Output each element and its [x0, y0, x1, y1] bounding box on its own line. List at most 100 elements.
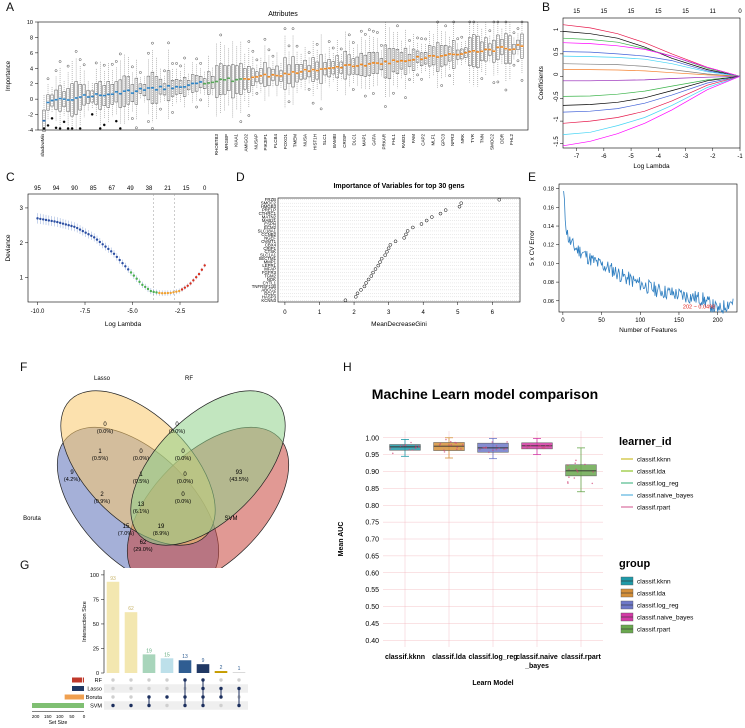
legend-item-label: classif.naive_bayes	[637, 493, 694, 500]
deviance-point	[84, 231, 87, 234]
gene-label: NOK	[267, 277, 276, 282]
chart-title: Importance of Variables for top 30 gens	[333, 183, 464, 190]
y-axis-label: Deviance	[5, 234, 12, 261]
y-tick-label: 1.00	[365, 435, 379, 442]
deviance-point	[75, 226, 79, 230]
venn-region-count: 0	[139, 449, 143, 455]
panel-label-c: C	[6, 170, 15, 184]
y-tick-label: 100	[90, 573, 99, 579]
y-tick-label: 0.65	[365, 553, 379, 560]
y-tick-label: 0.95	[365, 452, 379, 459]
top-axis-label: 85	[90, 186, 97, 192]
panel-label-g: G	[20, 558, 30, 572]
y-tick-label: 1	[20, 276, 24, 282]
jitter-point	[443, 449, 445, 452]
y-tick-label: 0.90	[365, 469, 379, 476]
venn-region-percent: (0.0%)	[175, 499, 191, 505]
cv-error-line	[563, 191, 734, 314]
coefficient-path-12	[562, 75, 741, 124]
legend-item-label: classif.rpart	[637, 627, 670, 634]
panel-g-upset: 0 25 50 75 100 Intersection Size 93 62 19 15 13 9 2 1…	[20, 560, 325, 728]
intersection-bar	[142, 654, 156, 673]
intersection-bar	[196, 664, 210, 673]
panel-h-model-comparison: Machine Learn model comparison 0.40 0.45 0.…	[335, 375, 745, 725]
jitter-point	[567, 464, 569, 466]
outlier-point	[247, 40, 251, 43]
deviance-point	[87, 233, 90, 236]
outlier-point	[504, 20, 508, 24]
importance-point	[373, 267, 378, 271]
gene-label: MMP1	[264, 260, 277, 265]
outlier-point	[468, 20, 472, 24]
jitter-point	[448, 444, 450, 446]
jitter-point	[455, 442, 458, 444]
intersection-bar	[214, 671, 228, 673]
x-tick-label: GPC3	[440, 134, 445, 147]
outlier-point	[131, 117, 134, 120]
x-axis-label: Learn Model	[472, 680, 513, 687]
outlier-point	[46, 77, 50, 81]
outlier-point	[90, 113, 94, 116]
x-tick-label: -7	[574, 154, 580, 160]
jitter-point	[443, 451, 446, 453]
matrix-dot	[111, 703, 115, 708]
intersection-bar	[232, 672, 246, 673]
y-tick-label: 0.06	[543, 299, 554, 305]
importance-point	[388, 243, 393, 247]
outlier-point	[295, 44, 299, 48]
deviance-point	[197, 272, 201, 276]
set-size-bar	[81, 686, 84, 691]
deviance-point	[98, 240, 102, 244]
y-tick-label: -2	[28, 113, 33, 119]
outlier-point	[171, 62, 174, 65]
legend-title-group: group	[619, 558, 650, 570]
outlier-point	[62, 120, 66, 124]
deviance-point	[138, 280, 141, 284]
plot-frame	[558, 183, 738, 313]
intersection-bar	[124, 612, 138, 673]
y-tick-label: 6	[30, 51, 33, 57]
set-name: Boruta	[86, 695, 103, 701]
venn-region-percent: (0.0%)	[97, 429, 113, 435]
outlier-point	[119, 127, 122, 130]
outlier-point	[368, 28, 371, 32]
venn-region-count: 0	[183, 472, 187, 478]
gene-label: PRELP	[262, 208, 276, 213]
outlier-point	[147, 51, 150, 55]
importance-point	[376, 263, 381, 268]
jitter-point	[568, 468, 570, 471]
outlier-point	[58, 60, 62, 63]
outlier-point	[307, 51, 311, 54]
x-tick-label: -4	[656, 154, 662, 160]
x-tick-label: _bayes	[524, 663, 549, 670]
gene-label: TNFRSF11B	[252, 284, 276, 289]
importance-point	[430, 215, 434, 219]
gene-label: MATN2	[262, 215, 277, 220]
jitter-point	[576, 469, 578, 472]
jitter-point	[506, 441, 508, 443]
deviance-point	[132, 274, 136, 277]
venn-region-percent: (6.1%)	[133, 509, 149, 515]
deviance-point	[41, 218, 45, 221]
venn-region-count: 1	[139, 472, 143, 478]
jitter-point	[505, 447, 507, 450]
y-tick-label: 0.45	[365, 621, 379, 628]
x-tick-label: GATA	[371, 134, 376, 146]
importance-point	[359, 288, 363, 292]
y-tick-label: -1	[554, 116, 560, 122]
gene-label: LEPRL	[262, 263, 276, 268]
venn-region-count: 0	[103, 422, 107, 428]
deviance-point	[183, 286, 187, 289]
matrix-dot	[111, 678, 115, 682]
outlier-point	[512, 31, 516, 35]
legend-item-label: classif.lda	[637, 591, 666, 598]
rf-importance-plot: Importance of Variables for top 30 gens F…	[252, 183, 521, 328]
svm-cv-error-plot: 0 50 100 150 200 0.06 0.08 0.10 0.12 0.14 0.16 0.18…	[529, 183, 738, 332]
outlier-point	[364, 33, 367, 36]
outlier-point	[448, 74, 451, 77]
y-tick-label: 0.60	[365, 570, 379, 577]
outlier-point	[392, 91, 395, 95]
intersection-bar	[160, 658, 174, 673]
outlier-point	[311, 101, 315, 105]
y-tick-label: 0.80	[365, 503, 379, 510]
